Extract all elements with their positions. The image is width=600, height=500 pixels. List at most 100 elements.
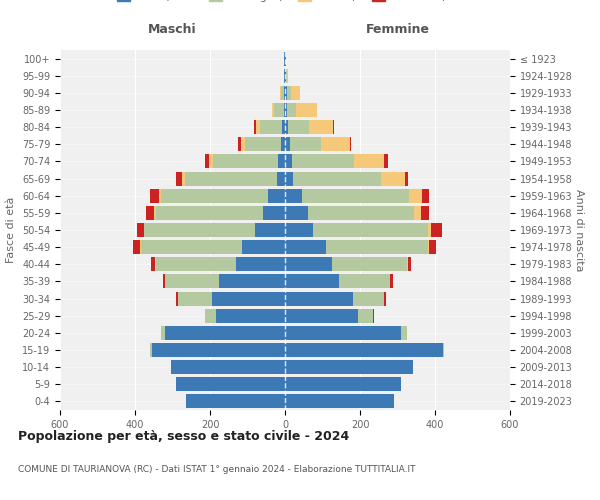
Bar	[185, 394, 285, 408]
Bar	[155, 206, 263, 220]
Bar	[287, 86, 290, 100]
Bar	[182, 172, 185, 185]
Bar	[176, 378, 285, 392]
Bar	[340, 274, 390, 288]
Text: COMUNE DI TAURIANOVA (RC) - Dati ISTAT 1° gennaio 2024 - Elaborazione TUTTITALIA: COMUNE DI TAURIANOVA (RC) - Dati ISTAT 1…	[18, 465, 415, 474]
Bar	[152, 343, 285, 357]
Bar	[285, 223, 313, 237]
Bar	[443, 343, 445, 357]
Bar	[170, 360, 285, 374]
Bar	[286, 68, 287, 82]
Legend: Celibi/Nubili, Coniugati/e, Vedovi/e, Divorziati/e: Celibi/Nubili, Coniugati/e, Vedovi/e, Di…	[115, 0, 455, 4]
Bar	[215, 308, 285, 322]
Bar	[281, 86, 284, 100]
Bar	[272, 103, 274, 117]
Bar	[285, 274, 340, 288]
Bar	[151, 258, 155, 272]
Bar	[292, 154, 353, 168]
Bar	[285, 120, 288, 134]
Bar	[407, 258, 412, 272]
Y-axis label: Anni di nascita: Anni di nascita	[574, 188, 584, 271]
Bar	[165, 274, 220, 288]
Bar	[287, 103, 296, 117]
Bar	[205, 308, 215, 322]
Bar	[165, 326, 285, 340]
Bar	[285, 326, 401, 340]
Bar	[282, 120, 285, 134]
Bar	[285, 172, 293, 185]
Bar	[285, 103, 287, 117]
Bar	[285, 52, 286, 66]
Bar	[278, 154, 285, 168]
Bar	[242, 240, 285, 254]
Bar	[285, 68, 286, 82]
Bar	[163, 274, 164, 288]
Bar	[415, 206, 421, 220]
Bar	[178, 292, 212, 306]
Bar	[143, 223, 145, 237]
Bar	[140, 240, 242, 254]
Bar	[254, 120, 256, 134]
Bar	[409, 188, 422, 202]
Bar	[146, 206, 154, 220]
Bar	[358, 308, 373, 322]
Bar	[382, 172, 404, 185]
Bar	[431, 223, 442, 237]
Bar	[160, 188, 161, 202]
Bar	[212, 292, 285, 306]
Text: Popolazione per età, sesso e stato civile - 2024: Popolazione per età, sesso e stato civil…	[18, 430, 349, 443]
Bar	[284, 52, 285, 66]
Bar	[285, 206, 308, 220]
Bar	[280, 86, 281, 100]
Bar	[281, 138, 285, 151]
Bar	[285, 292, 353, 306]
Bar	[404, 172, 409, 185]
Bar	[401, 326, 407, 340]
Bar	[293, 172, 382, 185]
Bar	[285, 86, 287, 100]
Bar	[137, 223, 143, 237]
Bar	[391, 274, 394, 288]
Bar	[385, 292, 386, 306]
Bar	[161, 326, 165, 340]
Bar	[185, 172, 277, 185]
Bar	[326, 240, 427, 254]
Bar	[308, 206, 415, 220]
Bar	[263, 206, 285, 220]
Bar	[322, 138, 349, 151]
Bar	[241, 138, 245, 151]
Bar	[333, 120, 334, 134]
Bar	[245, 138, 281, 151]
Bar	[161, 188, 268, 202]
Bar	[290, 138, 322, 151]
Bar	[285, 394, 394, 408]
Bar	[284, 68, 285, 82]
Bar	[353, 292, 385, 306]
Bar	[332, 258, 407, 272]
Bar	[150, 343, 152, 357]
Bar	[285, 360, 413, 374]
Bar	[285, 240, 326, 254]
Bar	[205, 154, 209, 168]
Bar	[176, 172, 182, 185]
Bar	[302, 188, 409, 202]
Bar	[274, 103, 284, 117]
Bar	[209, 154, 212, 168]
Bar	[290, 86, 300, 100]
Bar	[353, 154, 383, 168]
Bar	[285, 258, 332, 272]
Bar	[288, 120, 308, 134]
Bar	[154, 206, 155, 220]
Bar	[176, 292, 178, 306]
Bar	[268, 188, 285, 202]
Bar	[285, 343, 443, 357]
Bar	[285, 154, 292, 168]
Bar	[155, 258, 236, 272]
Bar	[133, 240, 140, 254]
Bar	[236, 258, 285, 272]
Bar	[349, 138, 352, 151]
Bar	[429, 240, 436, 254]
Bar	[238, 138, 241, 151]
Bar	[285, 378, 401, 392]
Text: Femmine: Femmine	[365, 24, 430, 36]
